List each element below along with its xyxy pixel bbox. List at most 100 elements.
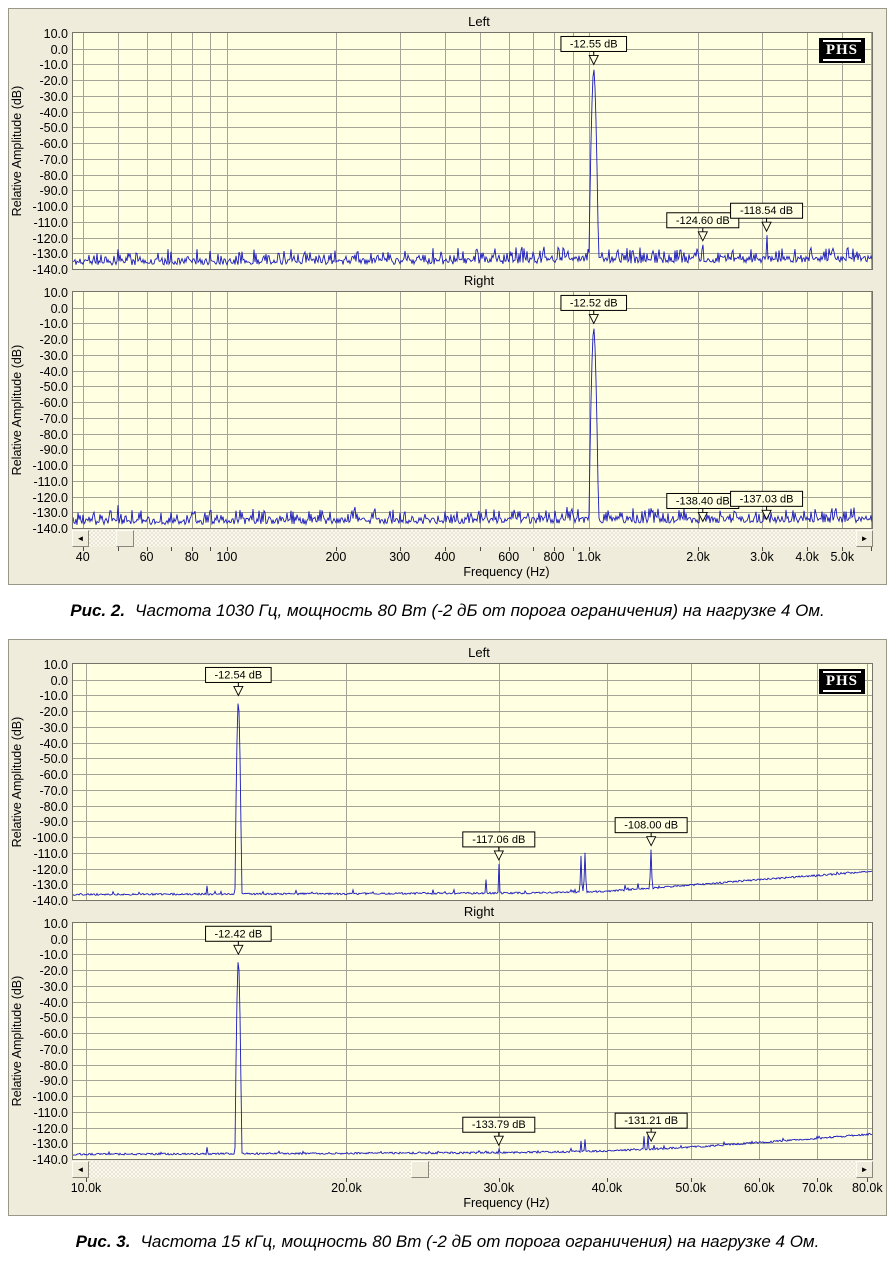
y-tick-label: -110.0	[33, 215, 68, 230]
scroll-right-button[interactable]: ►	[856, 530, 873, 547]
x-tick-mark	[817, 1178, 819, 1182]
y-tick-label: -130.0	[32, 1137, 68, 1152]
peak-marker: -138.40 dB	[666, 492, 740, 523]
scrollbar-track[interactable]	[89, 530, 856, 547]
x-tick-mark	[698, 547, 700, 551]
y-tick-label: -80.0	[39, 799, 69, 814]
x-axis-ticks: 40 60 80 100 200 300 400 600 800 1.0k 2.0k 3.0k 4.0k…	[72, 547, 873, 565]
x-tick-mark	[191, 547, 193, 551]
marker-value-box	[730, 202, 804, 219]
peak-marker: -108.00 dB	[614, 817, 688, 847]
x-tick-label: 10.0k	[70, 1181, 102, 1195]
plot-area-right-channel[interactable]: -12.42 dB -133.79 dB -131.21 dB	[72, 922, 873, 1160]
y-tick-label: -70.0	[39, 152, 69, 167]
x-tick-label: 4.0k	[795, 550, 819, 564]
y-tick-label: -110.0	[33, 846, 68, 861]
y-tick-label: -100.0	[32, 459, 68, 474]
marker-triangle-icon	[588, 55, 599, 66]
marker-value-text: -12.52 dB	[570, 297, 618, 309]
y-tick-label: -50.0	[39, 1011, 69, 1026]
y-axis-ticks: 10.0 0.0 -10.0 -20.0 -30.0 -40.0 -50.0 -60.0 -70…	[24, 659, 72, 908]
marker-value-box	[666, 212, 740, 229]
marker-value-text: -137.03 dB	[740, 493, 794, 505]
figure-caption-2: Рис. 3. Частота 15 кГц, мощность 80 Вт (-…	[8, 1232, 887, 1252]
plot-area-right-channel[interactable]: -12.52 dB -138.40 dB -137.03 dB	[72, 291, 873, 529]
marker-value-text: -108.00 dB	[624, 820, 678, 832]
y-tick-label: -140.0	[32, 263, 68, 277]
y-axis-title: Relative Amplitude (dB)	[9, 344, 24, 476]
x-tick-label: 50.0k	[675, 1181, 707, 1195]
x-tick-label: 3.0k	[750, 550, 774, 564]
x-tick-mark	[870, 547, 872, 551]
marker-value-box	[560, 294, 628, 311]
marker-triangle-icon	[493, 1135, 505, 1147]
scrollbar-thumb[interactable]	[115, 530, 134, 547]
y-tick-label: 0.0	[50, 42, 68, 57]
y-tick-label: -60.0	[39, 396, 69, 411]
marker-value-text: -12.55 dB	[570, 38, 618, 50]
spectrum-trace	[73, 703, 872, 897]
x-tick-label: 80.0k	[852, 1181, 883, 1195]
scrollbar-track[interactable]	[89, 1161, 856, 1178]
marker-triangle-icon	[233, 686, 244, 697]
marker-value-text: -12.42 dB	[214, 928, 262, 940]
marker-triangle-icon	[588, 313, 599, 325]
peak-marker: -12.54 dB	[205, 666, 272, 697]
marker-triangle-icon	[761, 221, 772, 233]
marker-triangle-icon	[761, 509, 772, 521]
scrollbar-thumb[interactable]	[411, 1161, 430, 1178]
y-tick-label: -70.0	[39, 1042, 69, 1057]
scroll-right-button[interactable]: ►	[856, 1161, 873, 1178]
y-tick-label: -120.0	[32, 490, 68, 505]
y-tick-label: 10.0	[43, 917, 68, 931]
spectrum-plot-svg: -12.55 dB -124.60 dB -118.54 dB	[73, 33, 872, 269]
y-tick-label: -130.0	[32, 506, 68, 521]
y-tick-label: -30.0	[39, 720, 69, 735]
y-tick-label: -60.0	[39, 137, 69, 152]
x-tick-mark	[761, 547, 763, 551]
y-tick-label: -50.0	[39, 121, 69, 136]
x-tick-mark	[399, 547, 401, 551]
peak-marker: -117.06 dB	[462, 831, 536, 861]
y-tick-label: -140.0	[32, 522, 68, 536]
frequency-scrollbar[interactable]: ◄ ►	[72, 1161, 873, 1178]
marker-triangle-icon	[493, 850, 505, 861]
marker-value-box	[614, 1112, 688, 1129]
scroll-left-button[interactable]: ◄	[72, 1161, 89, 1178]
scroll-left-button[interactable]: ◄	[72, 530, 89, 547]
spectrum-plot-svg: -12.54 dB -117.06 dB -108.00 dB	[73, 664, 872, 900]
x-tick-label: 400	[434, 550, 456, 564]
x-tick-mark	[532, 547, 534, 551]
x-tick-mark	[85, 1178, 87, 1182]
x-tick-mark	[572, 547, 574, 551]
caption-number: Рис. 2.	[70, 601, 126, 620]
peak-marker: -124.60 dB	[666, 212, 740, 242]
x-tick-label: 60.0k	[743, 1181, 775, 1195]
channel-title-right: Right	[463, 904, 495, 919]
y-tick-label: -10.0	[39, 58, 69, 73]
x-tick-label: 5.0k	[830, 550, 855, 564]
x-tick-mark	[226, 547, 228, 551]
y-tick-label: -130.0	[32, 878, 68, 893]
phs-logo: PHS	[818, 669, 865, 694]
y-tick-label: -40.0	[39, 364, 69, 379]
frequency-scrollbar[interactable]: ◄ ►	[72, 530, 873, 547]
x-tick-mark	[117, 547, 119, 551]
y-tick-label: -30.0	[39, 89, 69, 104]
peak-marker: -133.79 dB	[462, 1116, 536, 1147]
marker-triangle-icon	[645, 1131, 657, 1143]
y-tick-label: 10.0	[43, 27, 68, 41]
plot-area-left-channel[interactable]: -12.54 dB -117.06 dB -108.00 dB PHS	[72, 663, 873, 901]
y-tick-label: -120.0	[32, 231, 68, 246]
plot-area-left-channel[interactable]: -12.55 dB -124.60 dB -118.54 dB PHS	[72, 32, 873, 270]
x-tick-label: 100	[216, 550, 238, 564]
y-tick-label: -10.0	[39, 317, 69, 332]
y-axis-ticks: 10.0 0.0 -10.0 -20.0 -30.0 -40.0 -50.0 -60.0 -70…	[24, 28, 72, 277]
marker-triangle-icon	[697, 231, 709, 242]
y-tick-label: -80.0	[39, 1058, 69, 1073]
y-tick-label: 0.0	[50, 673, 68, 688]
marker-value-box	[462, 1116, 536, 1133]
spectrum-figure-1: Left Relative Amplitude (dB) 10.0 0.0 -10.…	[0, 8, 895, 621]
y-tick-label: -50.0	[39, 752, 69, 767]
y-tick-label: -60.0	[39, 1027, 69, 1042]
